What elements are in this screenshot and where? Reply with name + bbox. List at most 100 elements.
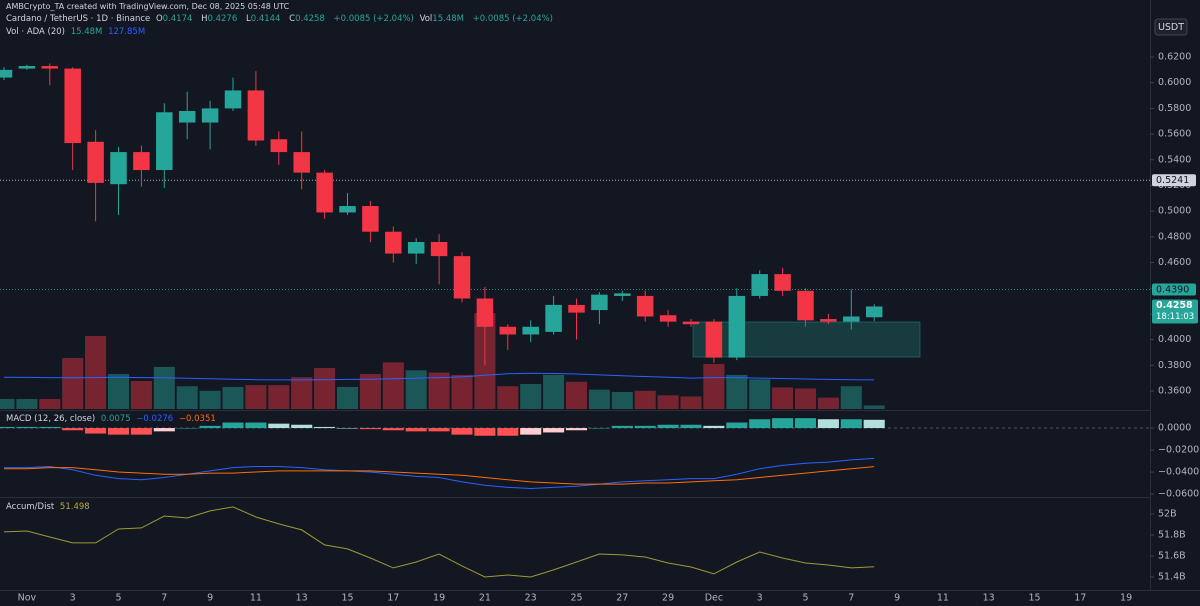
x-tick-label: 5 xyxy=(115,593,121,604)
macd-histogram-bar xyxy=(85,428,107,434)
y-tick-label: 51.6B xyxy=(1158,550,1186,561)
y-tick-label: 0.5400 xyxy=(1158,154,1191,165)
y-tick-label: −0.0200 xyxy=(1158,445,1199,456)
volume-bar xyxy=(794,388,817,409)
x-tick-label: 3 xyxy=(757,593,763,604)
macd-histogram-bar xyxy=(62,428,84,431)
y-tick-label: 0.6200 xyxy=(1158,52,1191,63)
macd-histogram-bar xyxy=(703,425,725,429)
macd-histogram-bar xyxy=(794,418,817,429)
ohlc-label: H xyxy=(201,14,208,24)
macd-histogram-bar xyxy=(16,426,38,429)
last-price-box xyxy=(1152,299,1198,324)
y-tick-label: 0.3800 xyxy=(1158,360,1191,371)
ohlc: L0.4144 xyxy=(246,14,284,24)
last-price: 0.4258 xyxy=(1156,300,1193,311)
volume-bar xyxy=(268,385,290,409)
volume-bar xyxy=(497,386,519,409)
ohlc-label: O xyxy=(155,14,163,24)
candle-body xyxy=(476,298,494,327)
change: +0.0085 (+2.04%) xyxy=(333,14,414,24)
x-tick-label: 9 xyxy=(207,593,213,604)
volume-bar xyxy=(611,391,633,409)
candle-body xyxy=(178,110,196,123)
candle-body xyxy=(64,68,81,144)
macd-histogram-bar xyxy=(726,422,748,429)
macd-histogram-bar xyxy=(0,426,15,429)
candle-body xyxy=(545,304,562,332)
volume-bar xyxy=(680,396,702,409)
y-tick-label: 51.4B xyxy=(1158,571,1186,582)
macd-histogram-bar xyxy=(520,428,542,435)
macd-histogram-bar xyxy=(565,428,588,431)
macd-histogram-bar xyxy=(153,428,175,432)
candle-body xyxy=(728,295,746,358)
x-tick-label: 19 xyxy=(433,593,445,604)
currency: USDT xyxy=(1158,22,1184,33)
x-tick-label: 7 xyxy=(848,593,854,604)
y-tick-label: 0.0000 xyxy=(1158,423,1191,434)
credit-text: AMBCrypto_TA created with TradingView.co… xyxy=(6,2,290,11)
volume-bar xyxy=(245,385,267,409)
price-label-box xyxy=(1152,283,1196,296)
macd-histogram-bar xyxy=(199,425,221,429)
ohlc-label: C xyxy=(289,14,296,24)
x-tick-label: 19 xyxy=(1120,593,1132,604)
y-tick-label: 51.8B xyxy=(1158,529,1186,540)
candle-body xyxy=(41,66,59,69)
macd-histogram-bar xyxy=(176,428,198,429)
macd-histogram-bar xyxy=(772,418,794,429)
candle-body xyxy=(0,69,13,78)
volume-bar xyxy=(107,373,130,409)
x-tick-label: 5 xyxy=(802,593,808,604)
macd-histogram-bar xyxy=(611,425,633,429)
ohlc: H0.4276 xyxy=(201,14,240,24)
macd-histogram-bar xyxy=(382,428,404,431)
volume-bar xyxy=(840,386,862,409)
x-tick-label: Dec xyxy=(705,593,723,604)
vol-study-value: 15.48M xyxy=(70,27,103,37)
volume-bar xyxy=(39,398,61,409)
macd-histogram-bar xyxy=(359,428,381,430)
volume-bar xyxy=(520,383,542,409)
y-tick-label: 52B xyxy=(1158,508,1177,519)
ohlc: O0.4174 xyxy=(156,14,195,24)
macd-histogram-bar xyxy=(222,422,244,429)
macd-histogram-bar xyxy=(291,424,313,429)
volume-bar xyxy=(382,362,404,409)
volume-bar xyxy=(817,397,839,409)
macd-histogram-bar xyxy=(634,425,656,429)
candle-body xyxy=(820,319,837,322)
ohlc-label: L xyxy=(245,14,251,24)
volume-bar xyxy=(222,386,244,409)
candle-body xyxy=(247,90,265,141)
x-tick-label: 17 xyxy=(387,593,399,604)
volume-bar xyxy=(565,381,588,409)
y-tick-label: 0.4800 xyxy=(1158,231,1191,242)
price-label: 0.5241 xyxy=(1156,175,1189,186)
candle-body xyxy=(385,231,402,254)
x-tick-label: Nov xyxy=(18,593,37,604)
macd-histogram-bar xyxy=(405,428,427,432)
macd-histogram-bar xyxy=(314,426,336,429)
volume-bar xyxy=(657,395,679,409)
open-value: 0.4174 xyxy=(162,14,193,24)
candle-body xyxy=(774,274,791,291)
candle-body xyxy=(430,241,448,257)
y-tick-label: −0.0400 xyxy=(1158,467,1199,478)
vol-change: +0.0085 (+2.04%) xyxy=(472,14,553,24)
macd-histogram-bar xyxy=(245,422,267,429)
macd-histogram-bar xyxy=(428,428,450,432)
candle-body xyxy=(316,172,333,213)
x-tick-label: 25 xyxy=(570,593,582,604)
volume-bar xyxy=(749,379,771,409)
volume-bar xyxy=(726,374,748,409)
macd-histogram-bar xyxy=(863,419,885,429)
candle-body xyxy=(87,141,104,183)
currency-badge[interactable] xyxy=(1154,18,1188,36)
y-tick-label: 0.5800 xyxy=(1158,103,1191,114)
symbol: Cardano / TetherUS · 1D · Binance xyxy=(6,14,151,24)
macd-title: MACD (12, 26, close) xyxy=(6,414,96,424)
candle-body xyxy=(843,316,860,322)
legend-volume: Vol · ADA (20) 15.48M 127.85M xyxy=(6,27,148,37)
